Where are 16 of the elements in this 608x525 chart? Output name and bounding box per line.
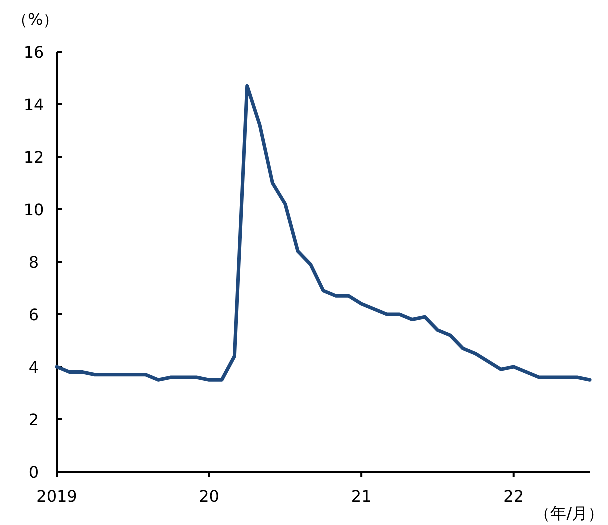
x-axis-title: （年/月） xyxy=(534,504,604,523)
y-tick-label: 2 xyxy=(28,410,40,430)
y-tick-label: 4 xyxy=(28,358,40,377)
y-tick-label: 16 xyxy=(24,43,44,62)
y-tick-label: 0 xyxy=(28,463,40,482)
x-tick-label: 22 xyxy=(504,487,524,506)
x-tick-label: 21 xyxy=(351,487,372,506)
y-tick-label: 14 xyxy=(24,96,44,114)
y-tick-label: 8 xyxy=(28,253,40,272)
y-tick-label: 12 xyxy=(24,148,44,167)
line-series xyxy=(55,84,592,382)
x-tick-label: 2019 xyxy=(36,487,78,506)
y-tick-label: 10 xyxy=(24,200,44,220)
y-tick-label: 6 xyxy=(28,306,40,324)
y-axis-title: （%） xyxy=(12,10,60,29)
x-tick-label: 20 xyxy=(199,487,220,506)
